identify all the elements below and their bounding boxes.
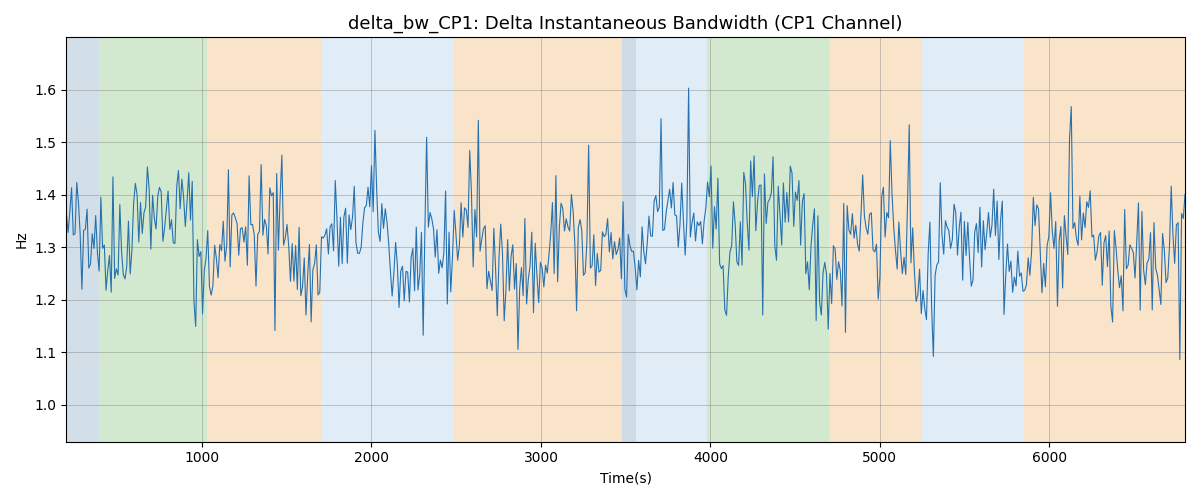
X-axis label: Time(s): Time(s) <box>600 471 652 485</box>
Bar <box>636 38 707 442</box>
Title: delta_bw_CP1: Delta Instantaneous Bandwidth (CP1 Channel): delta_bw_CP1: Delta Instantaneous Bandwi… <box>348 15 902 34</box>
Bar <box>623 38 636 442</box>
Bar <box>923 38 1024 442</box>
Bar <box>208 38 320 442</box>
Bar <box>1024 38 1186 442</box>
Bar <box>98 38 208 442</box>
Y-axis label: Hz: Hz <box>16 230 29 248</box>
Bar <box>452 38 623 442</box>
Bar <box>707 38 829 442</box>
Bar <box>829 38 923 442</box>
Bar <box>320 38 452 442</box>
Bar <box>66 38 98 442</box>
